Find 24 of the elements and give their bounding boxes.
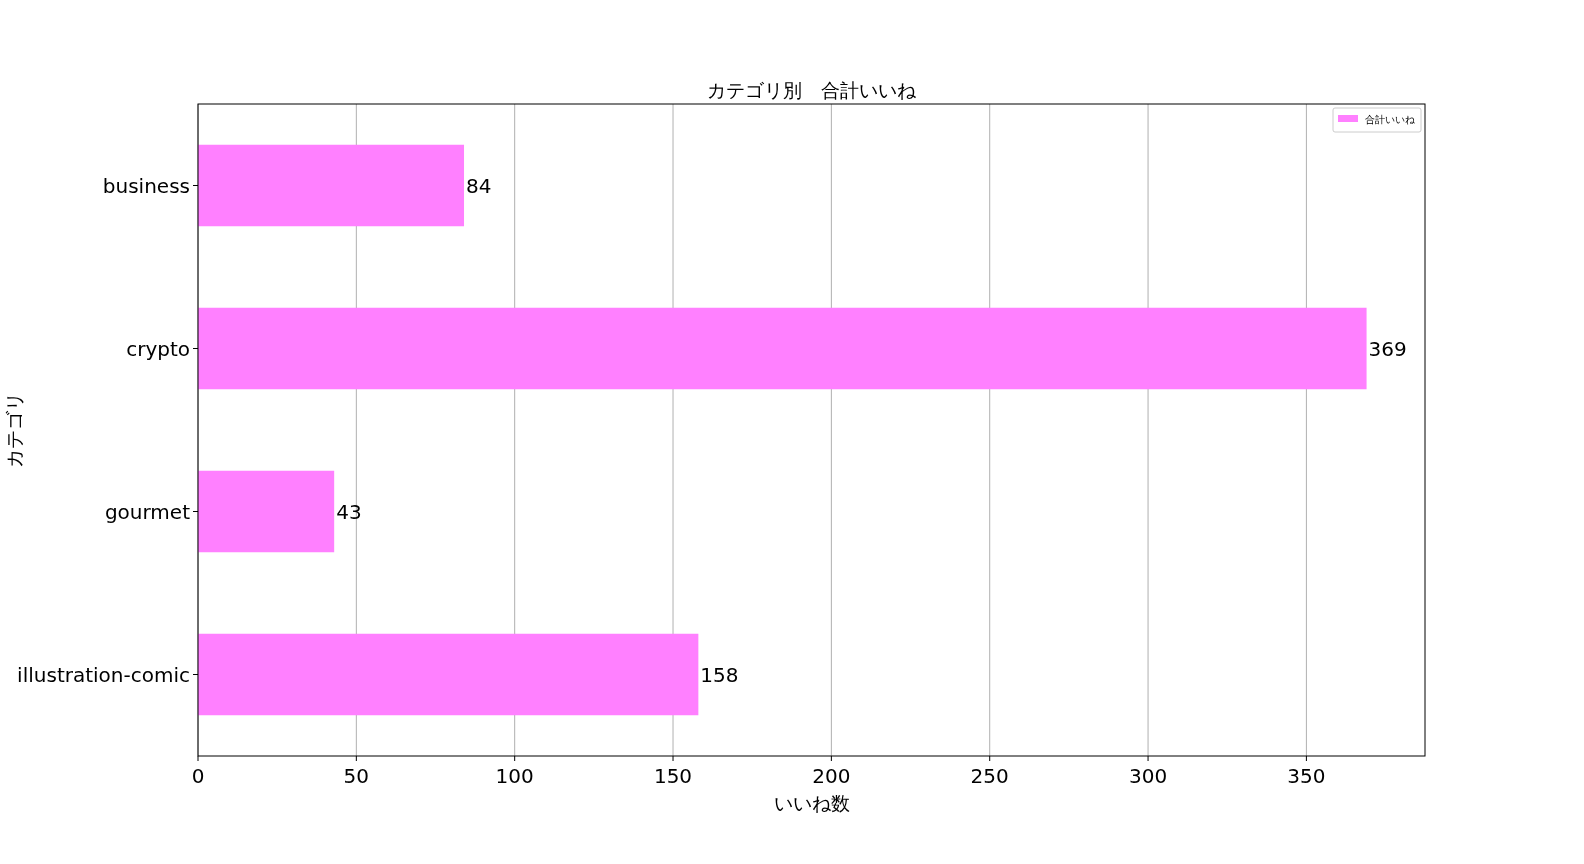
- x-tick-label: 150: [653, 764, 693, 788]
- x-tick-label: 200: [812, 764, 851, 788]
- x-tick-label: 300: [1128, 764, 1168, 788]
- bar: [198, 144, 465, 227]
- x-axis-title: いいね数: [773, 792, 850, 814]
- y-axis-title: カテゴリ: [3, 392, 25, 468]
- y-tick-label: illustration-comic: [17, 662, 190, 687]
- chart-title: カテゴリ別 合計いいね: [707, 79, 917, 101]
- data-label: 84: [466, 173, 492, 198]
- x-tick-label: 100: [495, 764, 534, 788]
- data-label: 369: [1368, 336, 1407, 361]
- bar: [198, 470, 335, 553]
- legend-label: 合計いいね: [1365, 114, 1416, 125]
- y-tick-label: crypto: [126, 336, 190, 361]
- x-tick-label: 250: [970, 764, 1009, 788]
- x-tick-label: 0: [191, 764, 205, 788]
- y-tick-label: business: [102, 173, 190, 198]
- y-tick-label: gourmet: [104, 499, 191, 524]
- x-tick-label: 350: [1287, 764, 1326, 788]
- data-label: 158: [700, 662, 739, 687]
- x-tick-label: 50: [343, 764, 370, 788]
- bar: [198, 633, 699, 716]
- data-label: 43: [336, 499, 362, 524]
- bar: [198, 307, 1367, 390]
